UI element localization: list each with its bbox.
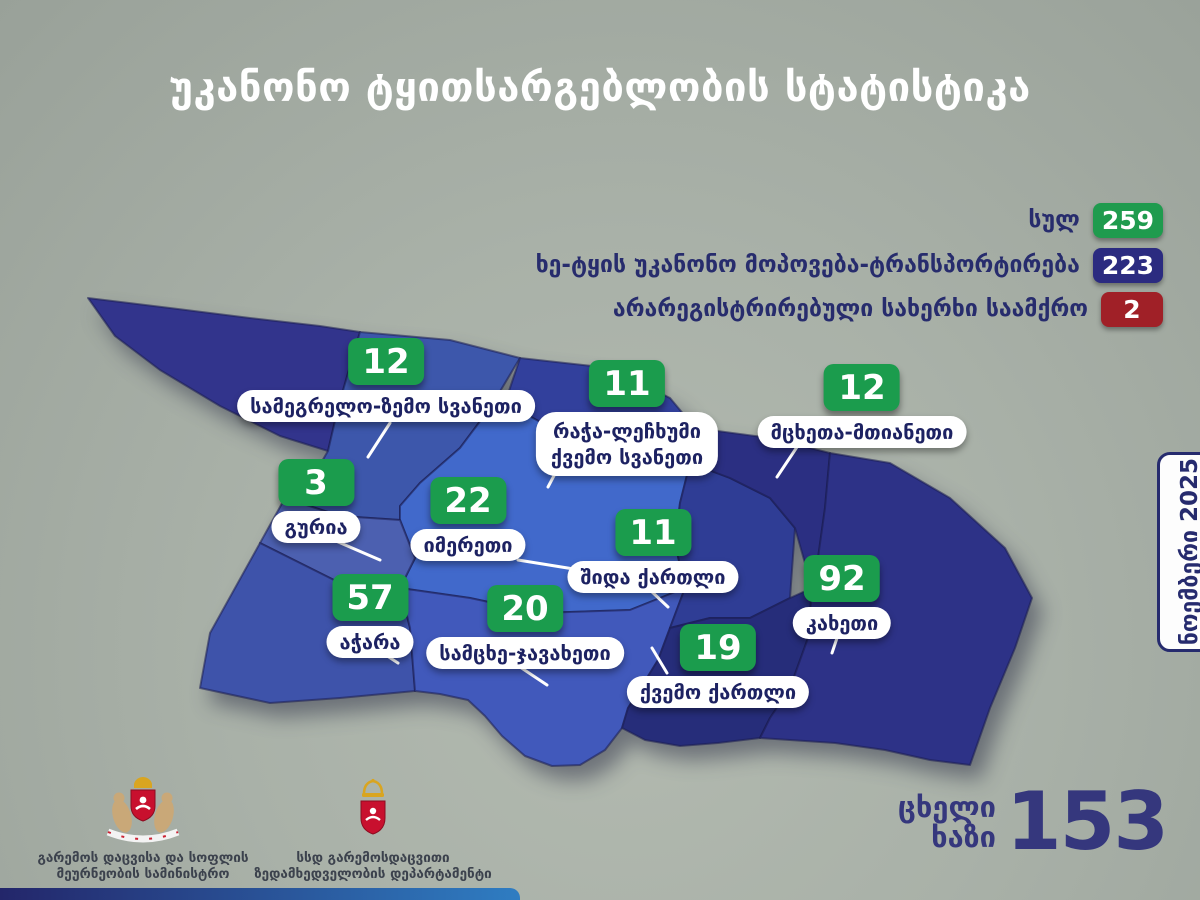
region-samtskhe-javakheti bbox=[399, 587, 686, 767]
region-label: კახეთი bbox=[792, 607, 892, 639]
legend-row-sawmill: არარეგისტრირებული სახერხი საამქრო 2 bbox=[613, 291, 1163, 327]
region-label: სამეგრელო-ზემო სვანეთი bbox=[237, 390, 535, 422]
hotline-word1: ცხელი bbox=[897, 790, 996, 824]
marker-value-badge: 92 bbox=[803, 555, 880, 602]
marker-value-badge: 3 bbox=[277, 459, 354, 506]
region-label: იმერეთი bbox=[410, 529, 526, 561]
legend-value-badge: 2 bbox=[1101, 291, 1163, 327]
region-label: რაჭა-ლეჩხუმი ქვემო სვანეთი bbox=[535, 412, 719, 476]
legend-value-badge: 223 bbox=[1092, 247, 1163, 283]
department-name-line1: სსდ გარემოსდაცვითი bbox=[296, 850, 450, 866]
ministry-block: გარემოს დაცვისა და სოფლის მეურნეობის სამ… bbox=[13, 774, 273, 882]
marker-value-badge: 12 bbox=[348, 338, 424, 385]
hotline-block: ცხელი ხაზი 153 bbox=[898, 775, 1169, 868]
marker-guria: 3 გურია bbox=[271, 459, 361, 543]
department-name-line2: ზედამხედველობის დეპარტამენტი bbox=[254, 866, 492, 882]
region-label: შიდა ქართლი bbox=[567, 561, 739, 593]
marker-samegrelo: 12 სამეგრელო-ზემო სვანეთი bbox=[237, 338, 535, 422]
region-label-line1: რაჭა-ლეჩხუმი bbox=[552, 419, 702, 443]
hotline-label: ცხელი ხაზი bbox=[898, 792, 996, 852]
ministry-name: გარემოს დაცვისა და სოფლის მეურნეობის სამ… bbox=[13, 850, 273, 882]
legend-label: არარეგისტრირებული სახერხი საამქრო bbox=[612, 296, 1088, 322]
region-label-line2: ქვემო სვანეთი bbox=[550, 445, 704, 469]
region-label: ქვემო ქართლი bbox=[626, 676, 810, 708]
marker-value-badge: 20 bbox=[486, 585, 563, 632]
legend-label: სულ bbox=[1028, 207, 1080, 233]
legend-row-logging: ხე-ტყის უკანონო მოპოვება-ტრანსპორტირება … bbox=[536, 247, 1163, 283]
region-label: სამცხე-ჯავახეთი bbox=[426, 637, 624, 669]
marker-value-badge: 11 bbox=[614, 509, 691, 556]
page-title: უკანონო ტყითსარგებლობის სტატისტიკა bbox=[169, 65, 1031, 111]
marker-shida-kartli: 11 შიდა ქართლი bbox=[567, 509, 739, 593]
marker-value-badge: 19 bbox=[679, 624, 756, 671]
department-block: სსდ გარემოსდაცვითი ზედამხედველობის დეპარ… bbox=[243, 774, 503, 882]
marker-racha: 11 რაჭა-ლეჩხუმი ქვემო სვანეთი bbox=[535, 360, 719, 476]
legend-row-total: სულ 259 bbox=[1028, 202, 1163, 238]
marker-samtskhe: 20 სამცხე-ჯავახეთი bbox=[426, 585, 624, 669]
date-tab-label: ნოემბერი 2025 bbox=[1177, 458, 1200, 646]
header-banner: უკანონო ტყითსარგებლობის სტატისტიკა bbox=[0, 0, 1200, 176]
state-coat-of-arms-icon bbox=[13, 774, 273, 844]
region-label: გურია bbox=[271, 511, 361, 543]
marker-value-badge: 22 bbox=[430, 477, 506, 524]
region-label: აჭარა bbox=[326, 626, 414, 658]
department-name: სსდ გარემოსდაცვითი ზედამხედველობის დეპარ… bbox=[243, 850, 503, 882]
region-label: მცხეთა-მთიანეთი bbox=[757, 416, 967, 448]
marker-adjara: 57 აჭარა bbox=[326, 574, 414, 658]
date-tab: ნოემბერი 2025 bbox=[1157, 452, 1200, 652]
environmental-supervision-emblem-icon bbox=[243, 774, 503, 844]
marker-value-badge: 11 bbox=[588, 360, 665, 407]
marker-value-badge: 12 bbox=[824, 364, 900, 411]
marker-kakheti: 92 კახეთი bbox=[792, 555, 892, 639]
hotline-number: 153 bbox=[1006, 775, 1169, 868]
marker-mtskheta: 12 მცხეთა-მთიანეთი bbox=[757, 364, 967, 448]
marker-imereti: 22 იმერეთი bbox=[410, 477, 526, 561]
legend-label: ხე-ტყის უკანონო მოპოვება-ტრანსპორტირება bbox=[535, 252, 1080, 278]
marker-value-badge: 57 bbox=[331, 574, 408, 621]
hotline-word2: ხაზი bbox=[931, 820, 996, 854]
footer-accent-bar bbox=[0, 888, 520, 900]
ministry-name-line2: მეურნეობის სამინისტრო bbox=[56, 866, 230, 882]
ministry-name-line1: გარემოს დაცვისა და სოფლის bbox=[37, 850, 249, 866]
legend-value-badge: 259 bbox=[1092, 202, 1163, 238]
marker-kvemo-kartli: 19 ქვემო ქართლი bbox=[626, 624, 810, 708]
